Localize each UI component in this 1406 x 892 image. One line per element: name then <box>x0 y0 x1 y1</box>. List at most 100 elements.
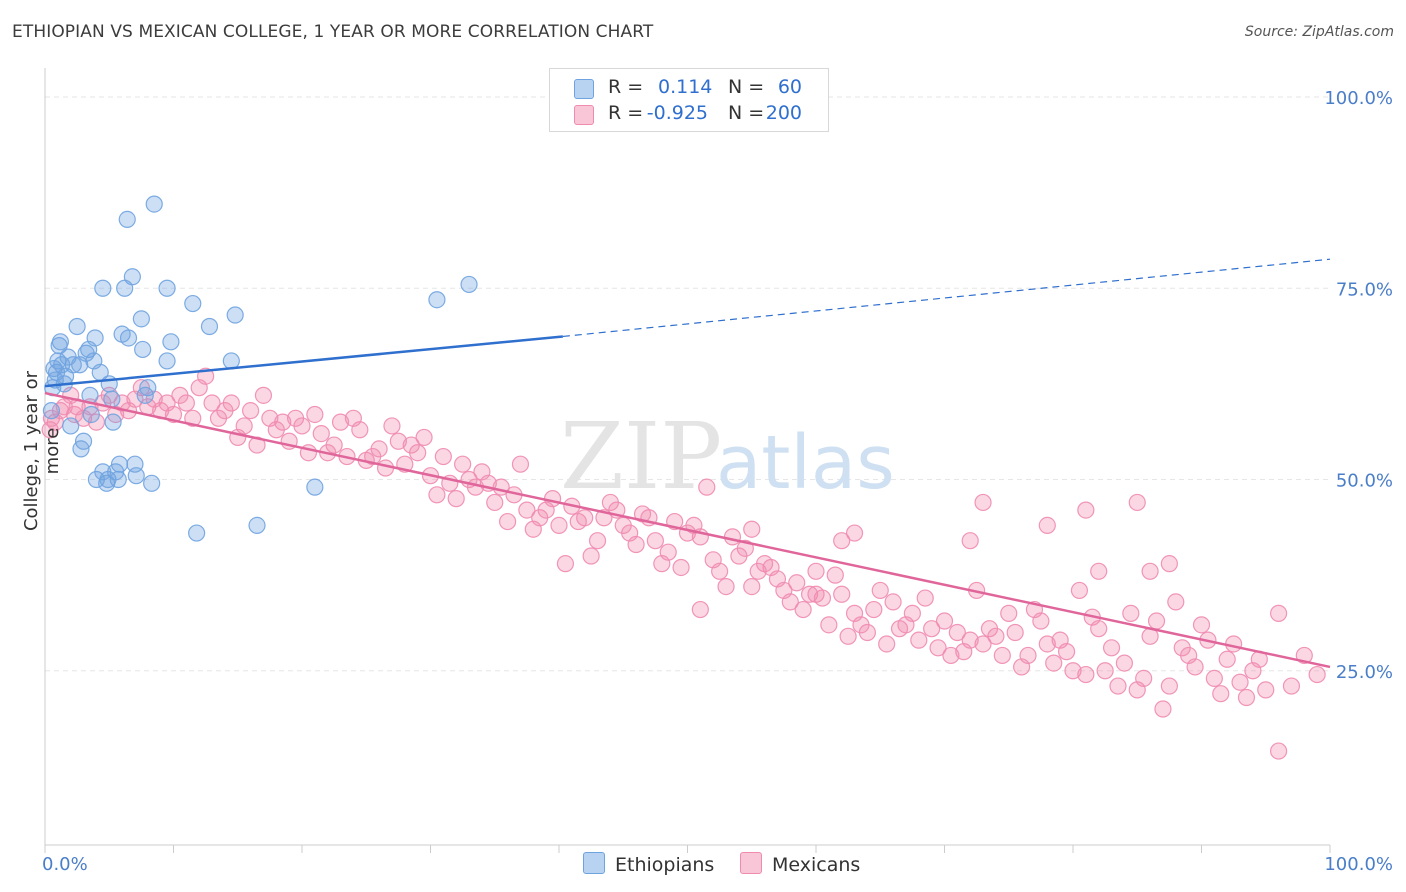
mexican-point <box>1135 669 1153 688</box>
legend-r-value: 0.114 <box>658 76 713 98</box>
mexican-point <box>781 593 799 611</box>
ethiopian-point <box>460 275 478 294</box>
ethiopian-point <box>119 329 138 347</box>
mexican-point <box>1231 673 1249 691</box>
mexican-point <box>331 413 350 431</box>
mexican-point <box>1237 688 1256 707</box>
ethiopian-point <box>86 329 104 347</box>
ethiopian-point <box>162 333 180 351</box>
legend-swatch-mexicans <box>574 105 594 125</box>
mexican-point <box>987 627 1005 645</box>
mexican-point <box>1282 677 1301 695</box>
mexican-point <box>1128 493 1146 512</box>
legend-n-value: 200 <box>765 102 802 124</box>
trend-lines <box>44 258 1331 669</box>
mexican-point <box>351 421 369 439</box>
ethiopian-point <box>158 279 176 297</box>
grid-lines <box>45 96 1330 672</box>
mexican-point <box>550 516 568 535</box>
ethiopian-point <box>200 317 219 336</box>
y-tick-label: 75.0% <box>1336 279 1393 300</box>
mexican-point <box>711 562 729 580</box>
mexican-point <box>447 490 465 508</box>
mexican-point <box>1045 654 1063 672</box>
mexican-point <box>556 555 575 573</box>
mexican-point <box>903 604 921 622</box>
mexican-point <box>454 455 472 473</box>
mexican-point <box>820 616 838 634</box>
ethiopian-point <box>248 516 266 535</box>
ethiopian-point <box>104 413 122 431</box>
watermark-atlas: atlas <box>716 420 895 506</box>
mexican-point <box>884 593 902 611</box>
mexican-point <box>1000 604 1018 622</box>
mexican-point <box>1038 635 1056 653</box>
source-label: Source: ZipAtlas.com <box>1244 24 1394 40</box>
mexican-point <box>222 394 240 412</box>
mexican-point <box>743 520 761 538</box>
axes <box>44 68 1331 853</box>
mexican-point <box>833 585 851 603</box>
mexican-point <box>1269 604 1288 622</box>
mexican-point <box>325 436 343 454</box>
mexican-point <box>1308 665 1326 684</box>
ethiopians-points <box>42 195 478 542</box>
mexican-point <box>1218 650 1236 668</box>
mexican-point <box>511 455 530 473</box>
ethiopian-point <box>74 432 93 450</box>
ethiopian-point <box>188 524 206 542</box>
mexican-point <box>788 574 806 592</box>
legend-row-ethiopians: R = 0.114 N = 60 <box>550 75 828 101</box>
mexican-point <box>1147 612 1166 630</box>
ethiopian-point <box>158 352 176 370</box>
ethiopian-point <box>62 417 80 435</box>
mexican-point <box>858 623 877 642</box>
ethiopian-point <box>184 294 202 313</box>
mexican-point <box>878 635 896 653</box>
ethiopian-point <box>42 402 61 420</box>
mexican-point <box>1122 604 1140 622</box>
mexican-point <box>582 547 600 565</box>
mexican-point <box>833 532 851 550</box>
bottom-legend-label: Mexicans <box>772 854 861 876</box>
mexican-point <box>306 405 324 424</box>
mexican-point <box>826 566 844 584</box>
ethiopian-point <box>94 279 112 297</box>
y-tick-label: 100.0% <box>1324 88 1393 109</box>
mexican-point <box>800 585 819 603</box>
ethiopian-trend-extension <box>562 258 1331 338</box>
mexican-point <box>203 394 221 412</box>
mexican-point <box>1115 654 1134 672</box>
mexican-point <box>1090 562 1108 580</box>
ethiopian-point <box>82 405 100 424</box>
mexican-point <box>499 512 517 531</box>
bottom-swatch-ethiopians <box>583 852 605 874</box>
mexican-point <box>659 543 677 561</box>
legend-swatch-ethiopians <box>574 79 594 99</box>
mexican-point <box>1167 593 1185 611</box>
legend-r-value: -0.925 <box>646 102 708 124</box>
mexican-point <box>1077 665 1095 684</box>
bottom-legend-mexicans: Mexicans <box>740 852 860 876</box>
mexican-point <box>1032 612 1050 630</box>
mexican-point <box>518 501 536 519</box>
mexican-point <box>961 532 979 550</box>
ethiopian-point <box>118 210 136 228</box>
mexican-point <box>235 417 253 435</box>
mexican-point <box>588 532 607 550</box>
ethiopian-point <box>103 390 121 408</box>
mexican-trend-line <box>44 391 1331 669</box>
mexican-point <box>1257 681 1275 699</box>
bottom-legend-ethiopians: Ethiopians <box>583 852 714 876</box>
mexican-point <box>184 409 202 427</box>
mexican-point <box>1090 620 1108 638</box>
mexican-point <box>698 478 716 496</box>
mexican-point <box>415 428 433 447</box>
mexican-point <box>543 490 562 508</box>
ethiopian-point <box>109 470 127 489</box>
mexican-point <box>1212 685 1230 703</box>
mexican-point <box>1141 562 1159 580</box>
mexican-point <box>312 425 330 443</box>
mexican-point <box>274 413 292 431</box>
